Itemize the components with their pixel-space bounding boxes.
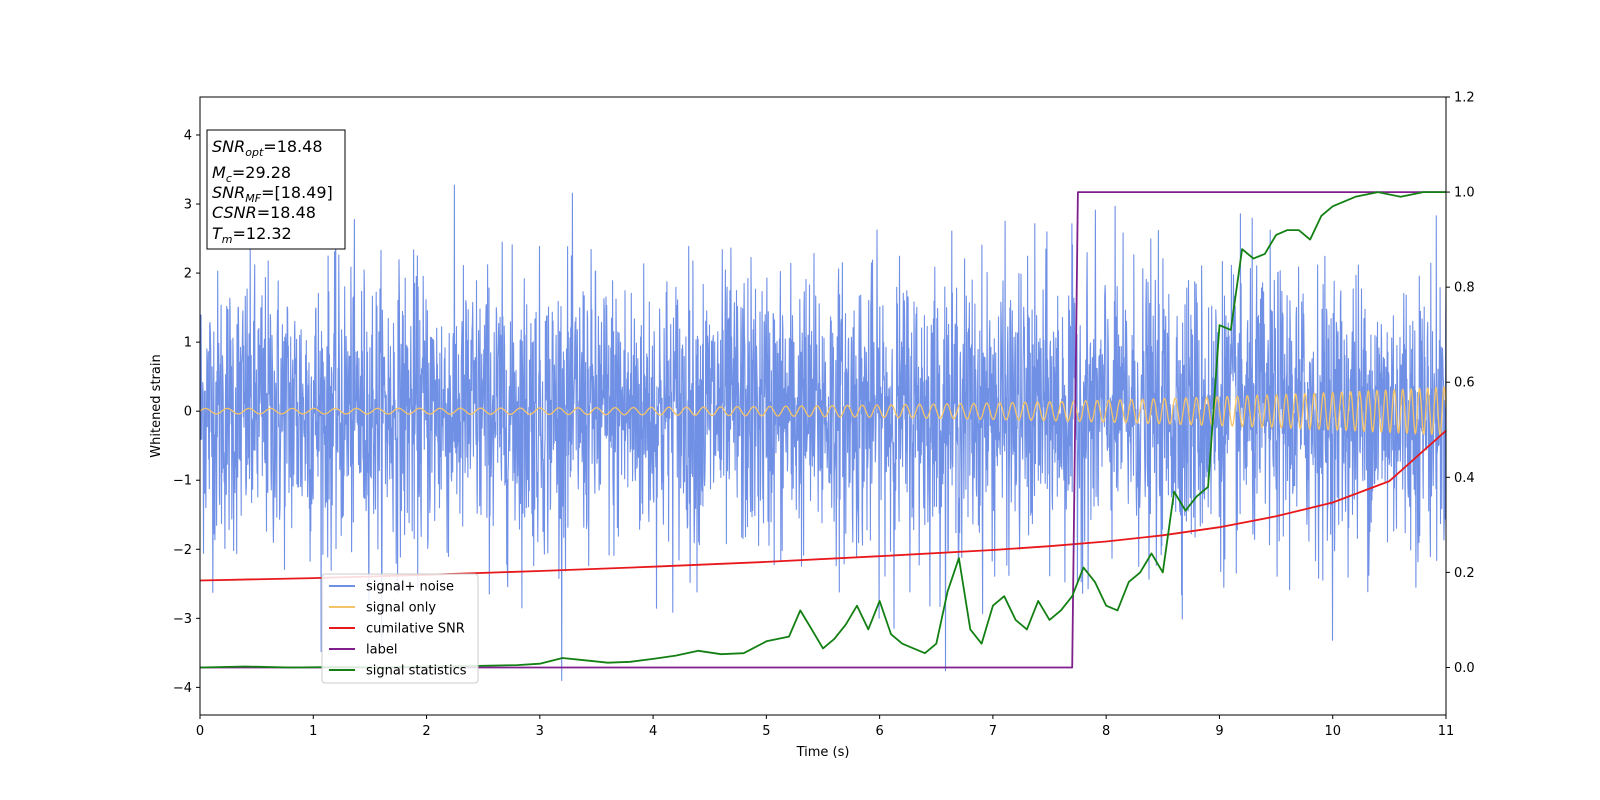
y-right-tick-label: 0.4: [1454, 471, 1475, 486]
y-tick-label: −2: [173, 543, 192, 558]
y-right-tick-label: 0.2: [1454, 566, 1475, 581]
x-tick-label: 10: [1324, 724, 1341, 739]
y-tick-label: 2: [184, 267, 192, 282]
y-right-tick-label: 0.0: [1454, 661, 1475, 676]
x-tick-label: 6: [875, 724, 883, 739]
y-right-tick-label: 0.6: [1454, 376, 1475, 391]
x-tick-label: 0: [196, 724, 204, 739]
series-line-4: [200, 191, 1446, 669]
x-tick-label: 11: [1438, 724, 1455, 739]
x-tick-label: 5: [762, 724, 770, 739]
y-tick-label: 3: [184, 198, 192, 213]
stats-annotation-box: SNRopt=18.48 Mc=29.28SNRMF=[18.49]CSNR=18…: [206, 129, 346, 250]
annotation-frame: [206, 129, 346, 250]
y-tick-label: 1: [184, 336, 192, 351]
legend-frame: [321, 573, 479, 684]
y-tick-label: 0: [184, 405, 192, 420]
y-tick-label: −3: [173, 612, 192, 627]
x-tick-label: 4: [649, 724, 657, 739]
legend-entry-label: signal only: [366, 601, 436, 616]
x-axis: 0 1 2 3 4 5 6 7 8 9 10 11: [196, 715, 1454, 739]
series-layer: [200, 184, 1446, 682]
y-axis-right: 0.0 0.2 0.4 0.6 0.8 1.0 1.2: [1446, 91, 1475, 676]
annotation-line: SNRMF=[18.49]: [212, 183, 333, 205]
legend: signal+ noise signal only cumilative SNR la…: [321, 573, 479, 684]
series-line-0: [200, 184, 1446, 682]
annotation-line: SNRopt=18.48: [212, 137, 323, 159]
x-tick-label: 2: [422, 724, 430, 739]
y-axis-label: Whitened strain: [149, 354, 164, 457]
y-right-tick-label: 1.2: [1454, 91, 1475, 106]
x-axis-label: Time (s): [796, 745, 850, 760]
legend-entry-label: signal statistics: [366, 664, 467, 679]
y-axis-left: −4 −3 −2 −1 0 1 2 3 4: [173, 128, 200, 696]
y-tick-label: 4: [184, 128, 192, 143]
annotation-line: Mc=29.28: [212, 163, 291, 185]
x-tick-label: 8: [1102, 724, 1110, 739]
series-line-2: [200, 430, 1446, 582]
x-tick-label: 9: [1215, 724, 1223, 739]
y-right-tick-label: 0.8: [1454, 281, 1475, 296]
y-tick-label: −4: [173, 681, 192, 696]
legend-entry-label: cumilative SNR: [366, 622, 465, 637]
series-line-3: [200, 191, 1446, 669]
x-tick-label: 1: [309, 724, 317, 739]
plot-frame: [199, 96, 1447, 716]
y-tick-label: −1: [173, 474, 192, 489]
annotation-line: CSNR=18.48: [212, 203, 316, 222]
series-line-1: [200, 386, 1446, 436]
annotation-line: Tm=12.32: [212, 224, 292, 246]
legend-entry-label: signal+ noise: [366, 580, 454, 595]
legend-entry-label: label: [366, 643, 397, 658]
y-right-tick-label: 1.0: [1454, 186, 1475, 201]
x-tick-label: 7: [989, 724, 997, 739]
x-tick-label: 3: [536, 724, 544, 739]
